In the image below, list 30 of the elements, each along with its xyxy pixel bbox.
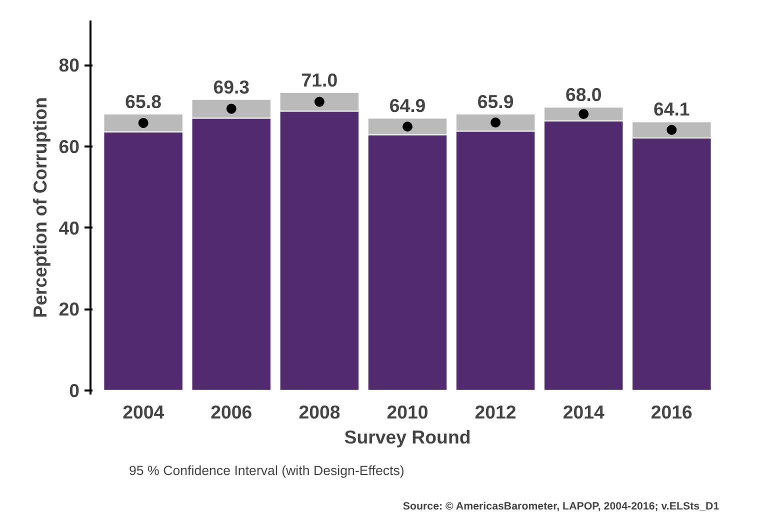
data-label: 64.9 bbox=[389, 95, 426, 116]
x-tick-label: 2014 bbox=[562, 402, 605, 422]
x-tick-label: 2016 bbox=[650, 402, 692, 422]
y-tick-label: 0 bbox=[69, 380, 80, 401]
point bbox=[314, 96, 324, 107]
y-tick-label: 60 bbox=[58, 136, 80, 158]
data-label: 71.0 bbox=[301, 69, 338, 90]
x-axis-title: Survey Round bbox=[344, 426, 471, 448]
x-tick-label: 2006 bbox=[210, 402, 252, 422]
source-note: Source: © AmericasBarometer, LAPOP, 2004-2016; v.ELSts_D1 bbox=[402, 500, 720, 512]
text: 95 % Confidence Interval (with Design-Effects) bbox=[129, 462, 404, 478]
y-tick-label: 40 bbox=[58, 217, 80, 238]
data-label: 68.0 bbox=[565, 84, 602, 106]
data-label: 69.3 bbox=[213, 76, 250, 98]
data-label: 64.1 bbox=[654, 98, 690, 120]
y-tick-label: 80 bbox=[58, 54, 80, 76]
y-axis-title: Perception of Corruption bbox=[30, 97, 51, 318]
x-tick-label: 2012 bbox=[474, 402, 516, 422]
point bbox=[226, 104, 236, 114]
point bbox=[578, 109, 589, 119]
point bbox=[138, 118, 148, 128]
x-tick-label: 2010 bbox=[386, 402, 428, 422]
y-tick-label: 20 bbox=[58, 298, 80, 320]
x-tick-label: 2004 bbox=[122, 402, 165, 422]
data-label: 65.9 bbox=[477, 91, 514, 112]
point bbox=[490, 118, 501, 128]
point bbox=[666, 124, 677, 135]
x-tick-label: 2008 bbox=[298, 402, 340, 422]
data-label: 65.8 bbox=[125, 91, 162, 112]
point bbox=[402, 122, 412, 132]
